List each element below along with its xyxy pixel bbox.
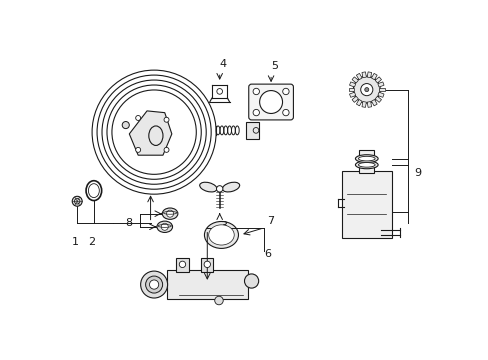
Circle shape [360,84,372,96]
Circle shape [259,91,282,113]
Circle shape [253,109,259,116]
Polygon shape [371,99,376,106]
FancyBboxPatch shape [201,258,213,272]
Polygon shape [377,82,383,87]
Text: 5: 5 [270,61,278,71]
Circle shape [166,210,173,217]
Circle shape [216,186,223,192]
Circle shape [244,274,258,288]
Circle shape [253,88,259,95]
Circle shape [364,87,368,92]
Circle shape [145,276,163,293]
Polygon shape [361,102,366,107]
Circle shape [282,109,288,116]
Polygon shape [351,96,358,102]
Text: 9: 9 [414,168,421,178]
Polygon shape [378,88,384,91]
Polygon shape [356,73,362,80]
Ellipse shape [358,163,374,167]
Circle shape [122,122,129,129]
FancyBboxPatch shape [246,122,258,139]
Polygon shape [349,92,355,97]
Circle shape [179,261,185,267]
Circle shape [135,116,141,121]
Polygon shape [377,92,383,97]
FancyBboxPatch shape [359,150,373,173]
Ellipse shape [355,161,377,169]
Circle shape [163,117,169,122]
Circle shape [141,271,167,298]
Text: 1: 1 [72,237,79,247]
Text: 8: 8 [125,217,133,228]
Ellipse shape [222,182,239,192]
Polygon shape [349,82,355,87]
Circle shape [203,261,210,267]
Circle shape [353,76,380,103]
Text: 3: 3 [219,221,226,231]
FancyBboxPatch shape [176,258,188,272]
Polygon shape [366,102,371,107]
Circle shape [216,89,222,94]
Ellipse shape [355,155,377,162]
Text: 6: 6 [264,249,270,260]
Ellipse shape [358,156,374,161]
Polygon shape [374,77,381,83]
Text: 2: 2 [88,237,96,247]
Circle shape [161,223,168,230]
Polygon shape [361,72,366,78]
Circle shape [282,88,288,95]
Ellipse shape [204,221,238,248]
Text: 4: 4 [219,59,226,69]
FancyBboxPatch shape [166,270,247,299]
Polygon shape [374,96,381,102]
Circle shape [135,147,141,152]
FancyBboxPatch shape [248,84,293,120]
Circle shape [163,147,169,152]
Ellipse shape [157,221,172,233]
Ellipse shape [199,182,217,192]
Polygon shape [356,99,362,106]
Polygon shape [351,77,358,83]
Polygon shape [366,72,371,78]
Ellipse shape [162,208,178,219]
Polygon shape [371,73,376,80]
Polygon shape [348,88,354,91]
Text: 7: 7 [267,216,274,226]
Circle shape [149,280,159,289]
Circle shape [72,196,82,206]
Circle shape [92,70,216,194]
Ellipse shape [208,225,234,245]
FancyBboxPatch shape [341,171,391,238]
Circle shape [214,296,223,305]
Polygon shape [129,111,171,155]
